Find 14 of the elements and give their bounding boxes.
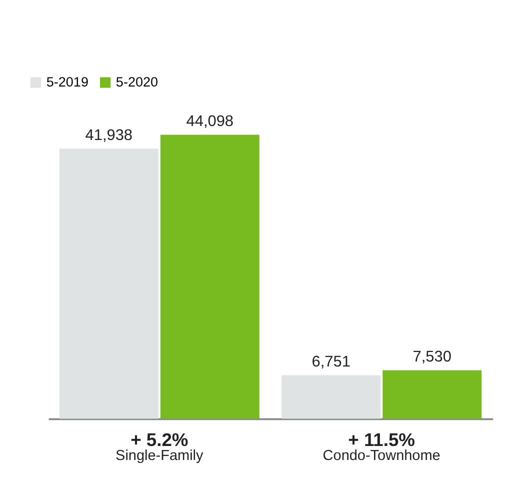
data-label: 41,938 — [85, 126, 133, 144]
x-tick-label: Single-Family — [116, 448, 204, 464]
data-label: 6,751 — [312, 354, 350, 371]
bar — [160, 134, 260, 419]
text: + 5.2% — [130, 428, 188, 450]
text: + 11.5% — [348, 428, 415, 450]
x-tick-label: Condo-Townhome — [322, 448, 440, 464]
data-label: 44,098 — [186, 113, 234, 130]
legend-label: 5-2019 — [46, 74, 88, 90]
bar — [382, 370, 482, 419]
bar — [282, 375, 381, 419]
bar — [59, 148, 158, 419]
data-label: 7,530 — [412, 348, 452, 366]
legend-label: 5-2020 — [116, 74, 158, 90]
